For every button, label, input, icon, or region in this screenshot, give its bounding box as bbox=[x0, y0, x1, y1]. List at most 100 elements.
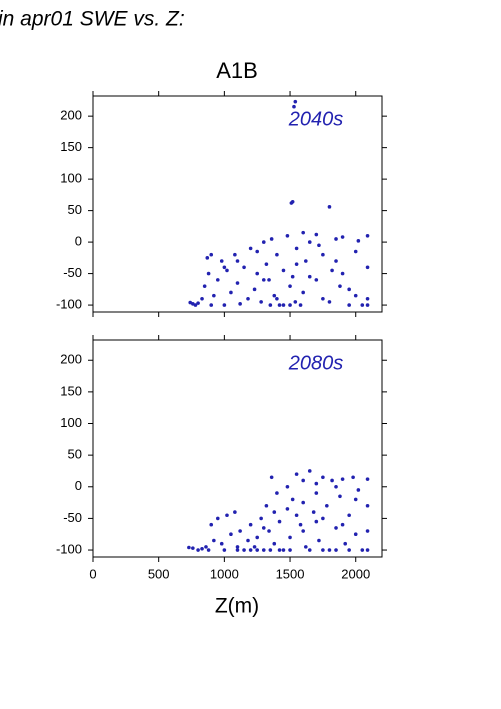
point bbox=[285, 484, 290, 489]
point bbox=[347, 287, 351, 292]
y-tick-label: 200 bbox=[60, 108, 82, 123]
point bbox=[314, 491, 319, 495]
point bbox=[252, 545, 257, 549]
point bbox=[261, 240, 266, 244]
point bbox=[200, 296, 204, 301]
y-tick-label: 100 bbox=[60, 171, 82, 186]
point bbox=[261, 278, 266, 282]
point bbox=[301, 290, 305, 295]
point bbox=[219, 259, 224, 263]
point bbox=[222, 265, 227, 270]
point bbox=[242, 548, 246, 552]
point bbox=[307, 240, 312, 244]
point bbox=[272, 510, 277, 514]
point bbox=[248, 522, 253, 527]
point bbox=[294, 513, 299, 518]
point bbox=[356, 239, 361, 243]
point bbox=[353, 532, 358, 537]
point bbox=[327, 548, 332, 552]
point bbox=[275, 296, 279, 301]
x-tick-label: 1500 bbox=[276, 566, 305, 581]
point bbox=[365, 503, 370, 508]
point bbox=[222, 548, 227, 552]
point bbox=[267, 529, 271, 533]
point bbox=[330, 478, 334, 483]
point bbox=[193, 303, 198, 307]
point bbox=[225, 268, 229, 273]
point bbox=[321, 516, 325, 521]
point bbox=[281, 268, 286, 273]
point bbox=[281, 548, 286, 552]
point bbox=[242, 265, 246, 270]
point bbox=[285, 507, 290, 511]
point bbox=[261, 548, 266, 552]
point bbox=[334, 484, 338, 489]
point bbox=[301, 500, 305, 505]
point bbox=[365, 234, 370, 238]
point bbox=[327, 300, 332, 304]
point bbox=[267, 278, 271, 282]
point bbox=[293, 99, 298, 104]
point bbox=[205, 256, 210, 260]
point bbox=[215, 278, 220, 282]
point bbox=[196, 548, 200, 552]
point bbox=[272, 293, 277, 298]
point bbox=[353, 497, 358, 502]
point bbox=[264, 503, 269, 508]
y-tick-label: -100 bbox=[56, 297, 82, 312]
point bbox=[255, 535, 260, 540]
point bbox=[219, 541, 224, 546]
point bbox=[330, 268, 334, 273]
y-tick-label: -50 bbox=[63, 510, 82, 525]
point bbox=[365, 529, 370, 533]
point bbox=[338, 284, 342, 288]
point bbox=[301, 478, 305, 483]
point bbox=[347, 548, 351, 552]
y-tick-label: 150 bbox=[60, 139, 82, 154]
point bbox=[314, 278, 319, 282]
point bbox=[325, 503, 329, 508]
point bbox=[365, 296, 370, 301]
point bbox=[275, 252, 279, 257]
point bbox=[215, 516, 220, 521]
point bbox=[200, 546, 204, 551]
point bbox=[288, 303, 292, 307]
point bbox=[233, 510, 237, 514]
point bbox=[347, 303, 351, 307]
point bbox=[206, 271, 211, 276]
point bbox=[321, 548, 325, 552]
point bbox=[191, 546, 195, 550]
point bbox=[292, 104, 296, 109]
point bbox=[222, 303, 227, 307]
point bbox=[248, 246, 253, 251]
point bbox=[202, 284, 207, 288]
point bbox=[264, 262, 269, 266]
x-tick-label: 2000 bbox=[341, 566, 370, 581]
point bbox=[338, 494, 342, 499]
point bbox=[290, 199, 295, 204]
point bbox=[294, 472, 299, 476]
point bbox=[248, 548, 253, 552]
y-tick-label: 100 bbox=[60, 415, 82, 430]
point bbox=[229, 532, 233, 537]
point bbox=[340, 477, 345, 481]
point bbox=[304, 545, 308, 549]
point bbox=[314, 232, 319, 237]
point bbox=[321, 296, 325, 301]
point bbox=[314, 481, 319, 486]
point bbox=[294, 246, 299, 251]
point bbox=[321, 252, 325, 257]
point bbox=[311, 510, 316, 514]
point bbox=[334, 526, 338, 530]
point bbox=[212, 293, 216, 298]
y-tick-label: 200 bbox=[60, 352, 82, 367]
point bbox=[268, 303, 273, 307]
point bbox=[304, 259, 308, 263]
point bbox=[255, 548, 260, 552]
y-tick-label: 0 bbox=[75, 478, 82, 493]
point bbox=[290, 274, 295, 279]
point bbox=[293, 300, 298, 304]
point bbox=[238, 529, 242, 533]
point bbox=[255, 249, 260, 254]
